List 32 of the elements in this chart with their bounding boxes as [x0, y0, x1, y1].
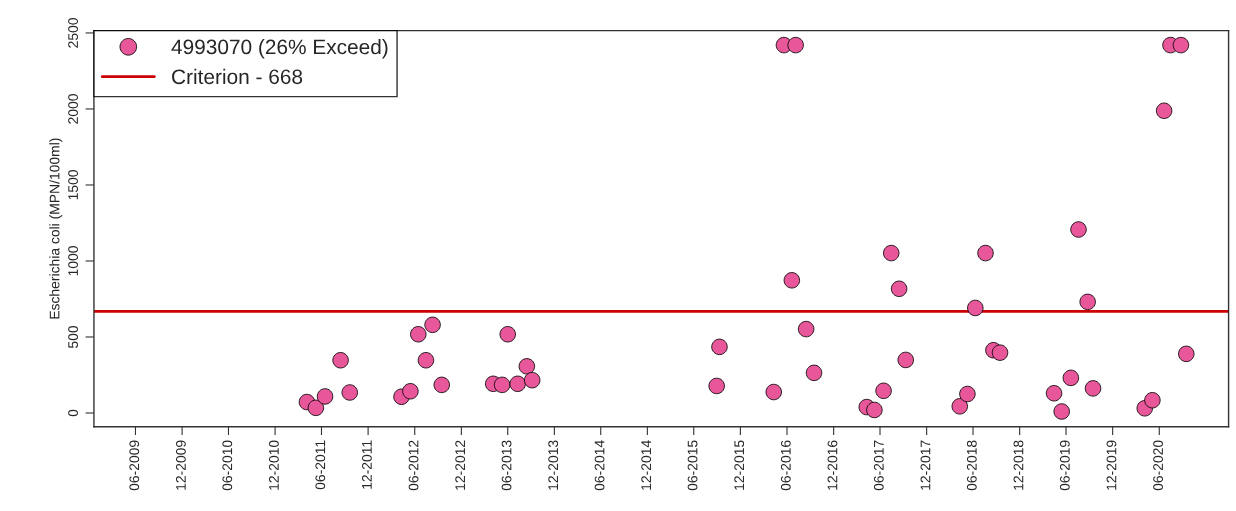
y-tick-label: 0 [68, 409, 78, 417]
x-tick-label: 06-2013 [501, 440, 512, 491]
x-tick-label: 12-2011 [362, 440, 372, 489]
x-tick-label: 12-2015 [734, 440, 745, 490]
x-tick-label: 06-2010 [222, 440, 233, 491]
x-tick-label: 06-2015 [687, 440, 698, 491]
x-tick-label: 12-2016 [827, 440, 838, 490]
x-tick-label: 12-2010 [269, 440, 279, 490]
y-axis-title: Escherichia coli (MPN/100ml) [49, 138, 63, 319]
x-tick-label: 06-2016 [780, 440, 791, 491]
x-tick-label: 12-2012 [455, 440, 466, 490]
x-tick-label: 12-2019 [1106, 440, 1117, 490]
y-tick-label: 2000 [68, 94, 78, 124]
x-tick-label: 06-2020 [1153, 440, 1164, 491]
x-tick-label: 06-2011 [315, 440, 326, 490]
y-tick-label: 500 [68, 325, 78, 349]
x-tick-label: 06-2009 [129, 440, 140, 491]
x-tick-label: 12-2018 [1013, 440, 1024, 490]
x-tick-label: 06-2017 [873, 440, 884, 491]
x-tick-label: 06-2014 [594, 440, 605, 491]
x-tick-label: 12-2014 [641, 440, 652, 490]
x-tick-label: 06-2012 [408, 440, 419, 491]
legend-label: 4993070 (26% Exceed) [171, 38, 388, 59]
y-tick-label: 1500 [68, 170, 78, 200]
legend-label: Criterion - 668 [172, 68, 303, 85]
x-tick-label: 06-2018 [966, 440, 977, 491]
y-tick-label: 1000 [68, 246, 78, 276]
x-tick-label: 12-2013 [548, 440, 559, 490]
x-tick-label: 12-2009 [175, 440, 186, 490]
y-tick-label: 2500 [68, 18, 78, 48]
x-tick-label: 06-2019 [1059, 440, 1070, 491]
x-tick-label: 12-2017 [920, 440, 931, 490]
